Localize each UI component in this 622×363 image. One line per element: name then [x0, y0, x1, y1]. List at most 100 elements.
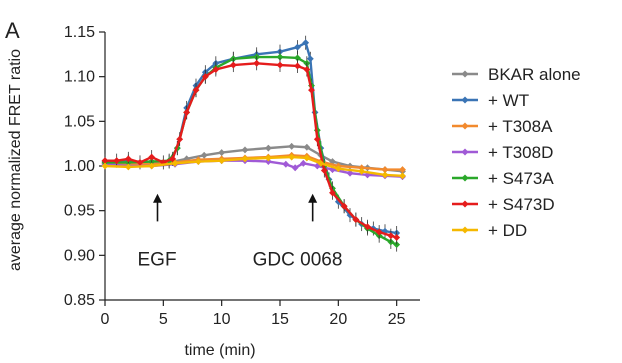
- data-point: [320, 167, 328, 174]
- data-point: [313, 135, 321, 143]
- legend-item: + T308D: [452, 143, 553, 162]
- x-tick-label: 20: [329, 311, 347, 328]
- data-point: [294, 43, 301, 51]
- legend-item: + WT: [452, 91, 529, 110]
- annotation-label: EGF: [138, 249, 177, 270]
- data-point: [317, 159, 325, 167]
- data-point: [124, 163, 132, 171]
- x-tick-label: 25: [388, 311, 406, 328]
- x-axis-title: time (min): [184, 342, 255, 359]
- legend-label: + DD: [488, 221, 527, 240]
- y-ticks: 0.85 0.90 0.95 1.00 1.05 1.10 1.15: [64, 24, 105, 309]
- data-point: [303, 154, 311, 162]
- data-point: [334, 165, 342, 173]
- data-point: [229, 61, 237, 69]
- series-wt: [101, 35, 401, 240]
- data-point: [340, 202, 348, 210]
- data-point: [169, 155, 177, 163]
- data-point: [288, 153, 296, 161]
- legend-label: + S473D: [488, 195, 555, 214]
- data-point: [171, 159, 179, 167]
- data-point: [329, 189, 336, 197]
- y-tick-label: 1.05: [64, 113, 95, 130]
- y-tick-label: 1.15: [64, 24, 95, 41]
- data-point: [276, 61, 284, 69]
- series-layer: [101, 35, 406, 252]
- y-tick-label: 1.00: [64, 158, 95, 175]
- data-point: [299, 159, 307, 167]
- data-point: [399, 172, 406, 180]
- data-point: [291, 164, 299, 172]
- data-point: [306, 55, 314, 63]
- legend-item: + DD: [452, 221, 527, 240]
- legend-label: BKAR alone: [488, 65, 581, 84]
- legend-label: + T308D: [488, 143, 553, 162]
- x-tick-label: 10: [213, 311, 231, 328]
- data-point: [264, 158, 272, 165]
- annotation-arrow-head: [308, 193, 318, 203]
- data-point: [393, 241, 401, 249]
- legend-label: + WT: [488, 91, 529, 110]
- data-point: [303, 66, 311, 73]
- data-point: [124, 155, 132, 163]
- x-tick-label: 0: [101, 311, 110, 328]
- series-line: [105, 41, 397, 235]
- legend-swatch-marker: [461, 148, 469, 156]
- legend-item: + S473A: [452, 169, 554, 188]
- y-tick-label: 1.10: [64, 69, 95, 86]
- data-point: [183, 108, 191, 116]
- data-point: [253, 59, 261, 67]
- legend-label: + T308A: [488, 117, 553, 136]
- data-point: [241, 146, 249, 154]
- annotation-layer: EGF GDC 0068: [138, 193, 343, 270]
- data-point: [101, 162, 109, 170]
- data-point: [200, 151, 208, 159]
- data-point: [148, 162, 156, 170]
- data-point: [176, 135, 184, 143]
- data-point: [346, 169, 354, 177]
- series-s473d: [101, 56, 401, 245]
- legend-swatch-marker: [461, 226, 469, 234]
- data-point: [148, 153, 156, 161]
- y-tick-label: 0.85: [64, 292, 95, 309]
- x-tick-label: 5: [159, 311, 168, 328]
- data-point: [241, 155, 249, 163]
- y-tick-label: 0.95: [64, 203, 95, 220]
- data-point: [113, 157, 121, 165]
- data-point: [194, 158, 202, 165]
- plot-area: 0.850.900.951.001.051.101.15 0 5 10 15 20 25 …: [64, 24, 420, 328]
- panel-label: A: [5, 18, 20, 43]
- legend-label: + S473A: [488, 169, 554, 188]
- legend-swatch-marker: [461, 174, 469, 182]
- annotation-label: GDC 0068: [253, 249, 343, 270]
- data-point: [264, 154, 272, 162]
- data-point: [264, 144, 272, 152]
- data-point: [294, 62, 301, 70]
- data-point: [282, 160, 290, 168]
- data-point: [303, 143, 311, 151]
- data-point: [288, 142, 296, 150]
- data-point: [308, 86, 315, 94]
- data-point: [364, 171, 371, 179]
- data-point: [192, 86, 200, 94]
- series-dd: [101, 153, 406, 180]
- data-point: [201, 73, 209, 81]
- data-point: [302, 39, 310, 47]
- data-point: [364, 223, 371, 231]
- data-point: [375, 228, 383, 236]
- data-point: [393, 234, 401, 241]
- data-point: [352, 216, 360, 224]
- y-axis-title: average normalized FRET ratio: [7, 49, 24, 271]
- data-point: [212, 66, 220, 73]
- data-point: [358, 167, 366, 175]
- annotation-arrow-head: [153, 193, 162, 203]
- legend-item: + T308A: [452, 117, 553, 136]
- legend: BKAR alone + WT + T308A + T308D + S473A + S47…: [452, 65, 581, 240]
- data-point: [218, 157, 226, 165]
- x-tick-label: 15: [271, 311, 289, 328]
- legend-swatch-marker: [461, 200, 469, 208]
- x-ticks: 0 5 10 15 20 25: [101, 300, 406, 328]
- y-tick-label: 0.90: [64, 247, 95, 264]
- legend-item: + S473D: [452, 195, 555, 214]
